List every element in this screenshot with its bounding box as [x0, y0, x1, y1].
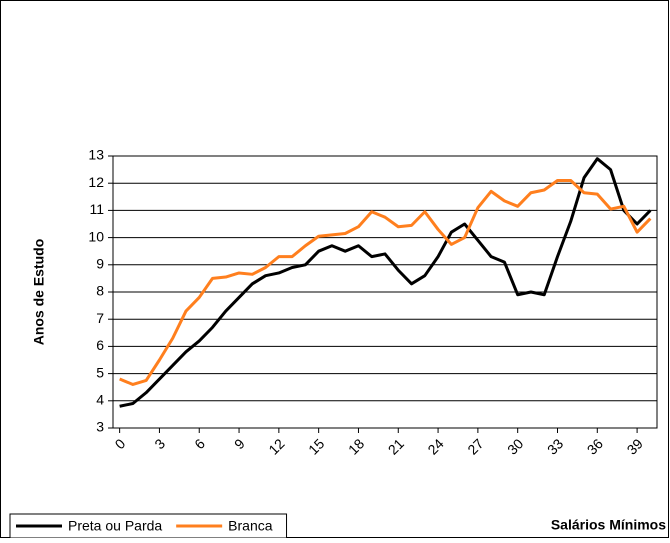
y-tick-label: 4 [96, 392, 104, 408]
series-line [119, 178, 652, 386]
legend-label: Preta ou Parda [68, 518, 162, 534]
y-tick-label: 13 [88, 147, 104, 163]
y-tick-label: 5 [96, 364, 104, 380]
series-line [119, 157, 652, 408]
y-tick-label: 12 [88, 174, 104, 190]
y-tick-label: 7 [96, 310, 104, 326]
y-tick-label: 8 [96, 283, 104, 299]
y-tick-label: 11 [89, 201, 104, 217]
y-axis-label: Anos de Estudo [31, 239, 47, 346]
y-tick-label: 6 [96, 337, 104, 353]
legend-label: Branca [228, 518, 273, 534]
x-axis-label: Salários Mínimos [551, 517, 666, 533]
y-tick-label: 9 [96, 256, 104, 272]
y-tick-label: 3 [96, 419, 104, 435]
y-tick-label: 10 [88, 228, 104, 244]
